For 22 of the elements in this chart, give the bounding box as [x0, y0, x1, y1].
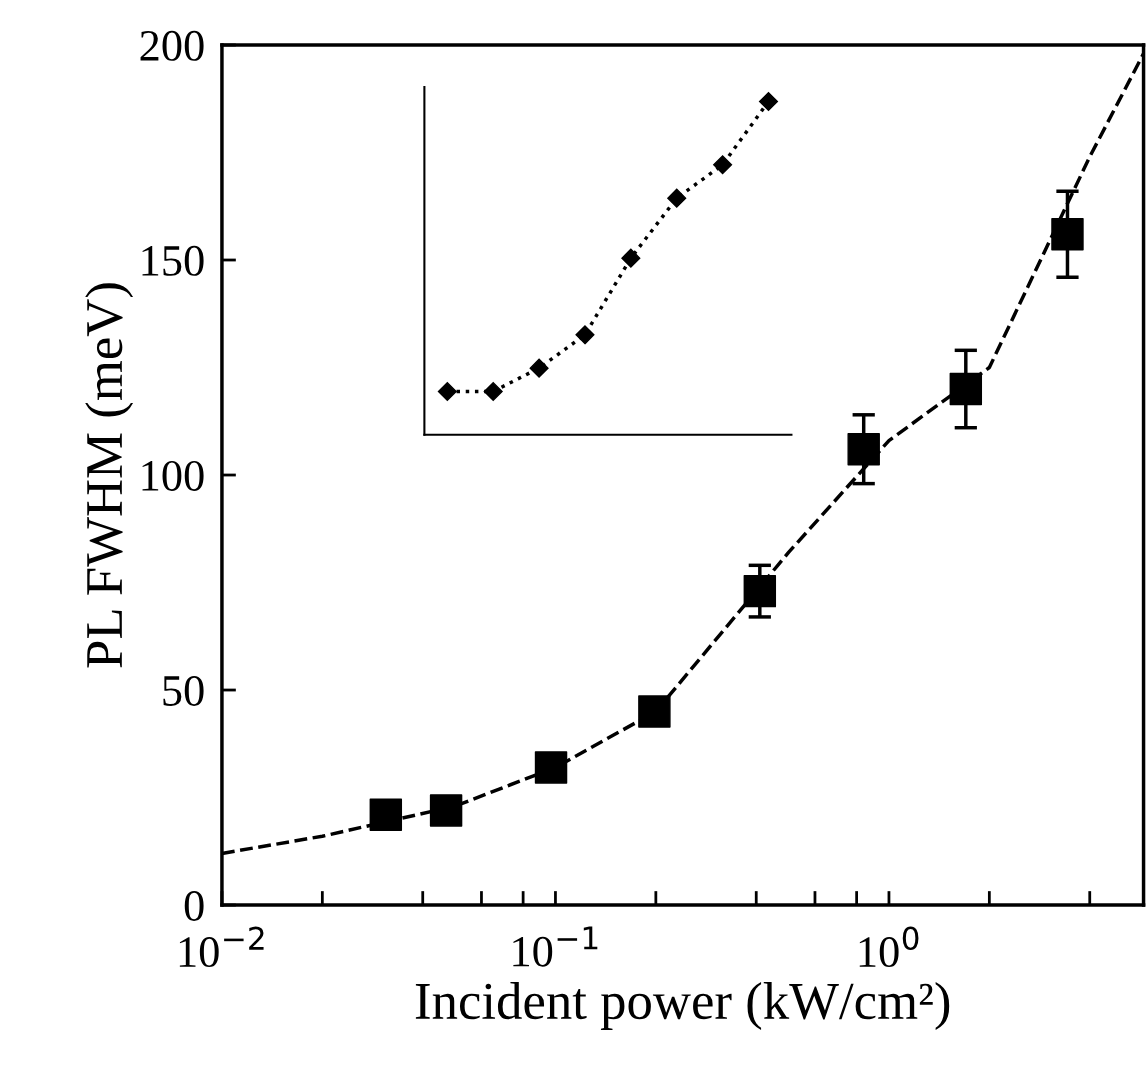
point: [758, 91, 779, 111]
y-tick-label: 100: [142, 460, 204, 491]
x-tick-label: 10$^{−2}$: [179, 926, 264, 968]
y-tick-label: 50: [163, 675, 204, 706]
point: [483, 381, 503, 401]
point: [638, 695, 671, 728]
point: [429, 794, 463, 827]
y-axis-title: PL FWHM (meV): [85, 283, 134, 668]
y-tick-label: 200: [140, 30, 204, 61]
point: [667, 188, 687, 208]
point: [847, 432, 880, 466]
y-tick-label: 0: [184, 890, 204, 921]
point: [437, 381, 457, 401]
point: [534, 751, 568, 784]
x-tick-label: 10$^{0}$: [859, 926, 919, 968]
point: [713, 155, 733, 175]
point: [529, 358, 549, 378]
y-tick-label: 150: [142, 245, 204, 276]
x-axis-title: Incident power (kW/cm²): [415, 982, 950, 1030]
point: [575, 325, 595, 345]
point: [621, 248, 641, 268]
x-tick-label: 10$^{−1}$: [513, 926, 598, 967]
